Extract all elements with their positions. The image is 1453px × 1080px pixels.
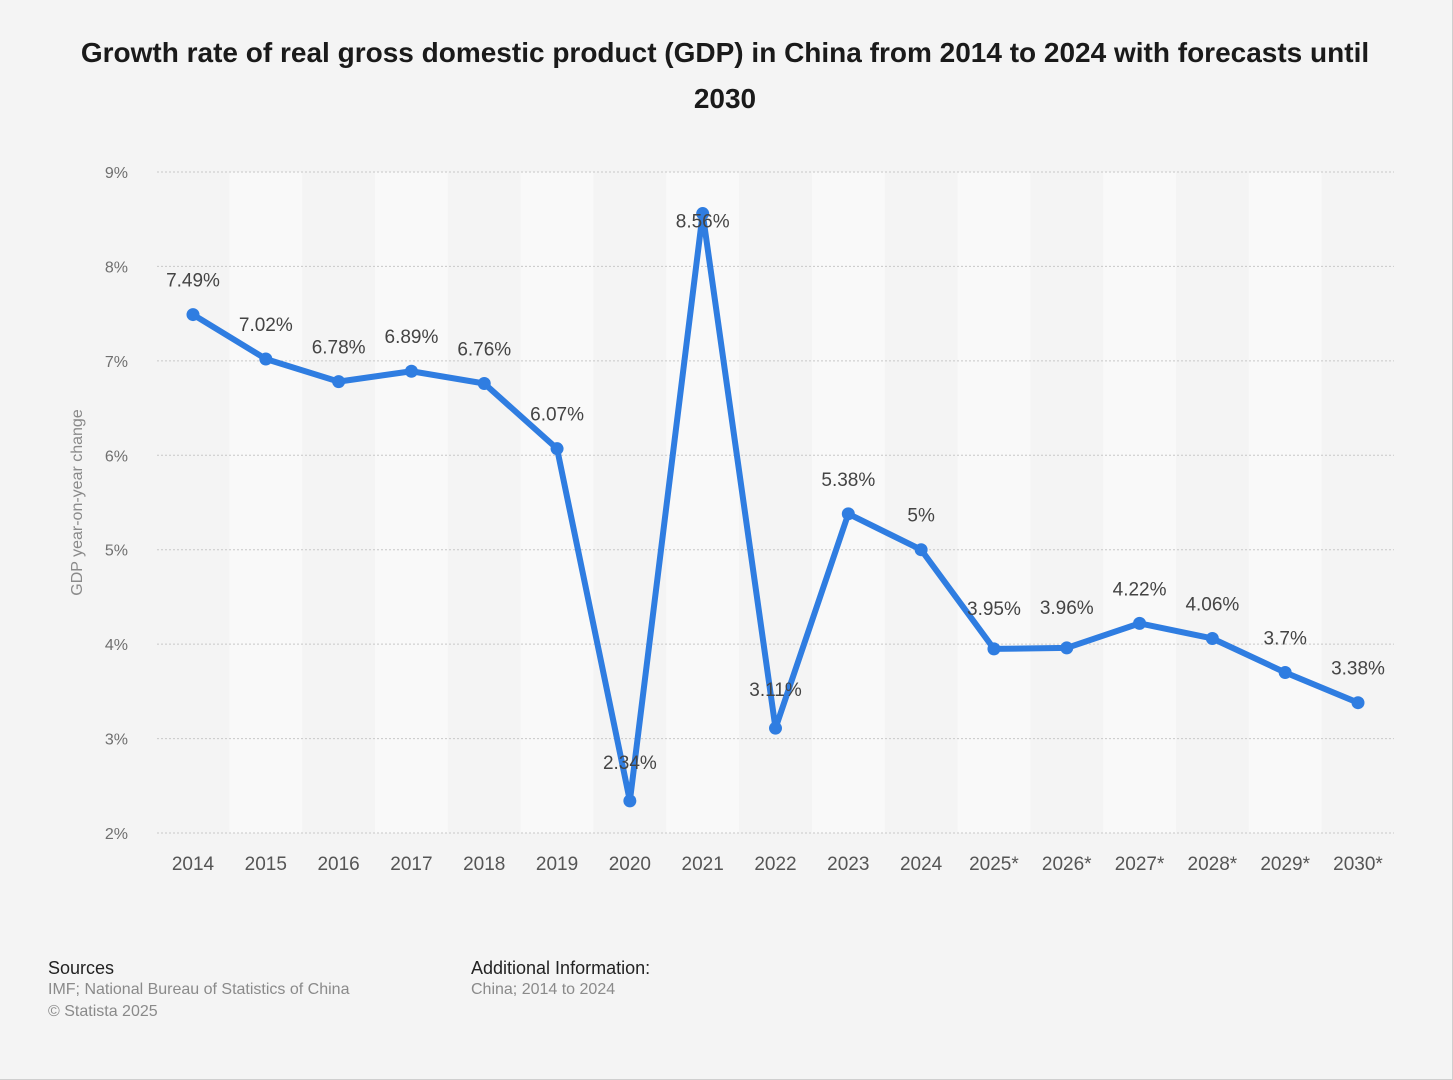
x-tick-label: 2021 bbox=[682, 854, 724, 875]
y-tick-label: 7% bbox=[105, 354, 128, 371]
data-point bbox=[914, 543, 928, 557]
additional-info-block: Additional Information: China; 2014 to 2… bbox=[471, 957, 650, 1001]
data-label: 4.06% bbox=[1185, 594, 1239, 615]
data-point bbox=[477, 377, 491, 391]
x-tick-label: 2014 bbox=[172, 854, 215, 875]
data-label: 6.89% bbox=[385, 327, 439, 348]
data-label: 3.11% bbox=[749, 680, 802, 701]
y-tick-label: 5% bbox=[105, 543, 128, 560]
x-tick-label: 2025* bbox=[969, 854, 1019, 875]
chart-title: Growth rate of real gross domestic produ… bbox=[80, 37, 1370, 114]
x-tick-label: 2024 bbox=[900, 854, 943, 875]
x-tick-label: 2022 bbox=[754, 854, 796, 875]
column-band bbox=[957, 172, 1031, 833]
y-tick-label: 4% bbox=[105, 637, 128, 654]
x-tick-label: 2019 bbox=[536, 854, 578, 875]
y-tick-label: 3% bbox=[105, 732, 128, 749]
data-point bbox=[404, 364, 418, 378]
x-tick-label: 2029* bbox=[1260, 854, 1310, 875]
column-band bbox=[229, 172, 303, 833]
additional-info-line: China; 2014 to 2024 bbox=[471, 981, 616, 998]
column-band bbox=[1248, 172, 1322, 833]
x-tick-label: 2015 bbox=[245, 854, 287, 875]
data-label: 3.7% bbox=[1264, 628, 1307, 649]
y-tick-label: 2% bbox=[105, 826, 128, 843]
x-tick-label: 2028* bbox=[1188, 854, 1238, 875]
column-band bbox=[1103, 172, 1176, 833]
data-label: 4.22% bbox=[1113, 579, 1167, 600]
data-label: 6.78% bbox=[312, 338, 366, 359]
data-point bbox=[841, 507, 855, 521]
sources-block: Sources IMF; National Bureau of Statisti… bbox=[48, 957, 349, 1023]
x-tick-label: 2020 bbox=[609, 854, 651, 875]
data-point bbox=[987, 642, 1001, 656]
column-band bbox=[666, 172, 740, 833]
data-label: 3.95% bbox=[967, 599, 1021, 620]
data-point bbox=[623, 794, 637, 808]
additional-info-heading: Additional Information: bbox=[471, 958, 651, 978]
y-tick-label: 9% bbox=[105, 165, 128, 182]
data-point bbox=[259, 352, 273, 366]
data-label: 3.38% bbox=[1331, 659, 1385, 680]
data-point bbox=[550, 442, 564, 456]
x-tick-label: 2018 bbox=[463, 854, 505, 875]
data-label: 8.56% bbox=[676, 212, 730, 233]
data-point bbox=[769, 721, 782, 735]
data-label: 5.38% bbox=[821, 470, 875, 491]
y-tick-label: 6% bbox=[105, 448, 128, 465]
column-band bbox=[375, 172, 448, 833]
x-tick-label: 2017 bbox=[390, 854, 432, 875]
x-tick-label: 2027* bbox=[1115, 854, 1165, 875]
sources-heading: Sources bbox=[48, 958, 115, 978]
series-line bbox=[190, 210, 1361, 804]
x-tick-label: 2016 bbox=[317, 854, 359, 875]
data-label: 5% bbox=[907, 506, 935, 527]
data-point bbox=[1278, 665, 1292, 679]
data-point bbox=[696, 207, 710, 221]
y-axis-title: GDP year-on-year change bbox=[69, 409, 86, 596]
copyright-line: © Statista 2025 bbox=[48, 1003, 158, 1020]
data-label: 6.07% bbox=[530, 405, 584, 426]
data-point bbox=[1133, 616, 1147, 630]
column-band bbox=[520, 172, 594, 833]
x-tick-label: 2030* bbox=[1333, 854, 1383, 875]
column-band bbox=[811, 172, 885, 833]
x-tick-label: 2023 bbox=[827, 854, 869, 875]
data-point bbox=[186, 308, 200, 322]
data-label: 3.96% bbox=[1040, 598, 1094, 619]
y-tick-label: 8% bbox=[105, 259, 128, 276]
data-label: 7.49% bbox=[166, 271, 220, 292]
data-point bbox=[1351, 696, 1365, 710]
data-label: 2.34% bbox=[603, 753, 657, 774]
data-label: 6.76% bbox=[457, 340, 511, 361]
data-point bbox=[1205, 631, 1219, 645]
data-point bbox=[1060, 641, 1074, 655]
sources-line: IMF; National Bureau of Statistics of Ch… bbox=[48, 981, 350, 998]
data-point bbox=[332, 375, 346, 389]
x-tick-label: 2026* bbox=[1042, 854, 1092, 875]
data-label: 7.02% bbox=[239, 315, 293, 336]
